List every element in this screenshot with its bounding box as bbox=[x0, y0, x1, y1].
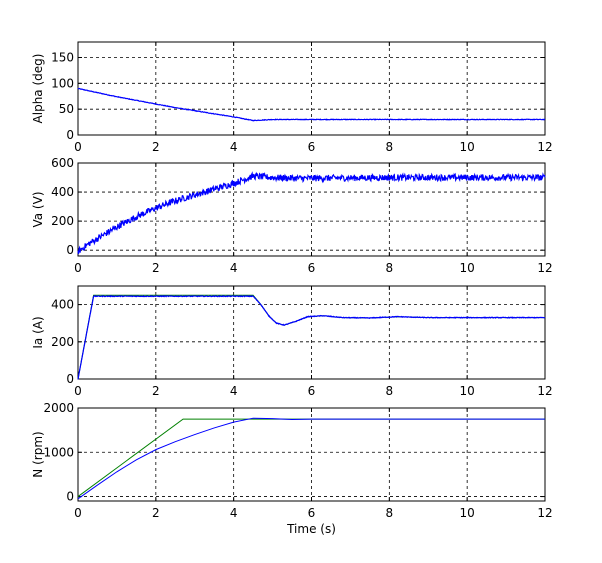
x-tick-label: 6 bbox=[308, 506, 316, 520]
x-tick-label: 8 bbox=[386, 261, 394, 275]
x-tick-label: 0 bbox=[74, 140, 82, 154]
y-axis-label: N (rpm) bbox=[31, 431, 45, 477]
y-tick-label: 200 bbox=[51, 214, 74, 228]
x-tick-label: 0 bbox=[74, 506, 82, 520]
y-tick-label: 400 bbox=[51, 185, 74, 199]
y-axis-label: Ia (A) bbox=[31, 316, 45, 348]
x-tick-label: 8 bbox=[386, 140, 394, 154]
x-tick-label: 12 bbox=[537, 384, 552, 398]
y-tick-label: 600 bbox=[51, 156, 74, 170]
x-tick-label: 10 bbox=[460, 384, 475, 398]
x-tick-label: 10 bbox=[460, 506, 475, 520]
y-tick-label: 1000 bbox=[43, 445, 74, 459]
x-tick-label: 8 bbox=[386, 384, 394, 398]
x-tick-label: 6 bbox=[308, 261, 316, 275]
x-tick-label: 10 bbox=[460, 140, 475, 154]
subplot-3: 0 2 4 6 8 10 12 0 200 400 Ia (A) bbox=[31, 285, 553, 398]
subplot-2: 0 2 4 6 8 10 12 0 200 400 600 Va (V) bbox=[31, 156, 553, 275]
x-tick-label: 6 bbox=[308, 140, 316, 154]
subplot-4: 0 2 4 6 8 10 12 0 1000 2000 N (rpm) Time (s) bbox=[31, 401, 553, 536]
x-tick-label: 4 bbox=[230, 140, 238, 154]
x-tick-label: 8 bbox=[386, 506, 394, 520]
subplot-1: 0 2 4 6 8 10 12 0 50 100 150 Alpha (deg) bbox=[31, 41, 553, 154]
y-axis-label: Va (V) bbox=[31, 191, 45, 227]
y-tick-label: 50 bbox=[59, 102, 74, 116]
y-tick-label: 0 bbox=[66, 372, 74, 386]
series-line-1 bbox=[77, 171, 546, 255]
series-line-1 bbox=[77, 87, 546, 122]
x-tick-label: 2 bbox=[152, 140, 160, 154]
x-tick-label: 10 bbox=[460, 261, 475, 275]
x-tick-label: 6 bbox=[308, 384, 316, 398]
x-tick-label: 4 bbox=[230, 506, 238, 520]
x-axis-label: Time (s) bbox=[286, 522, 336, 536]
y-tick-label: 200 bbox=[51, 335, 74, 349]
y-tick-label: 100 bbox=[51, 76, 74, 90]
series-line-2 bbox=[77, 417, 545, 500]
x-tick-label: 0 bbox=[74, 384, 82, 398]
plot-area bbox=[77, 407, 546, 502]
y-tick-label: 0 bbox=[66, 490, 74, 504]
x-tick-label: 12 bbox=[537, 261, 552, 275]
y-tick-label: 150 bbox=[51, 51, 74, 65]
x-tick-label: 2 bbox=[152, 506, 160, 520]
x-tick-label: 12 bbox=[537, 506, 552, 520]
x-tick-label: 0 bbox=[74, 261, 82, 275]
series-line-2 bbox=[77, 294, 546, 380]
x-tick-label: 4 bbox=[230, 261, 238, 275]
y-axis-label: Alpha (deg) bbox=[31, 54, 45, 124]
y-tick-label: 2000 bbox=[43, 401, 74, 415]
y-tick-label: 0 bbox=[66, 128, 74, 142]
x-tick-label: 2 bbox=[152, 261, 160, 275]
plot-area bbox=[77, 285, 546, 380]
y-tick-label: 0 bbox=[66, 243, 74, 257]
y-tick-label: 400 bbox=[51, 298, 74, 312]
x-tick-label: 2 bbox=[152, 384, 160, 398]
x-tick-label: 12 bbox=[537, 140, 552, 154]
x-tick-label: 4 bbox=[230, 384, 238, 398]
